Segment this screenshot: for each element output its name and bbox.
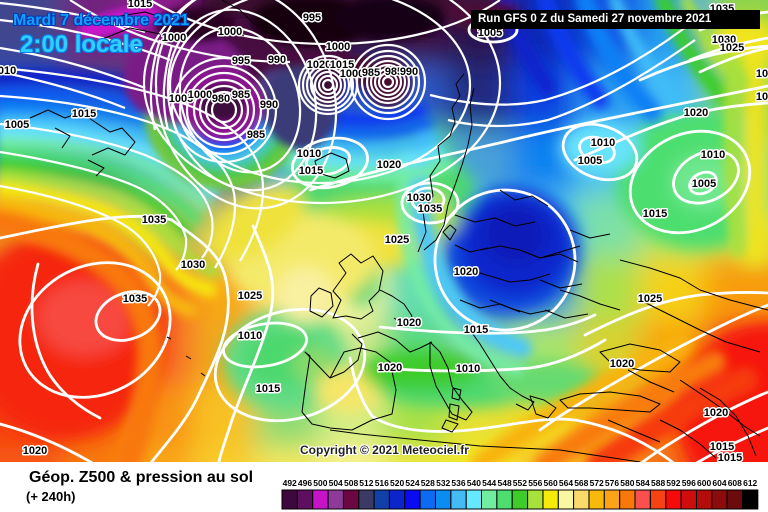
svg-text:1015: 1015 — [128, 0, 152, 10]
svg-text:1015: 1015 — [299, 165, 323, 177]
svg-text:1000: 1000 — [218, 26, 242, 38]
svg-text:1025: 1025 — [720, 42, 744, 54]
svg-text:1015: 1015 — [718, 452, 742, 462]
svg-text:1020: 1020 — [397, 317, 421, 329]
svg-text:512: 512 — [359, 478, 373, 488]
svg-text:540: 540 — [467, 478, 481, 488]
svg-text:580: 580 — [620, 478, 634, 488]
svg-text:10: 10 — [756, 68, 768, 80]
svg-text:1015: 1015 — [643, 208, 667, 220]
svg-text:1025: 1025 — [238, 290, 262, 302]
svg-text:1020: 1020 — [23, 445, 47, 457]
svg-text:1030: 1030 — [407, 192, 431, 204]
svg-text:1000: 1000 — [326, 41, 350, 53]
svg-text:600: 600 — [697, 478, 711, 488]
svg-text:596: 596 — [682, 478, 696, 488]
svg-text:576: 576 — [605, 478, 619, 488]
svg-text:1000: 1000 — [340, 68, 364, 80]
svg-text:1000: 1000 — [162, 32, 186, 44]
svg-text:1010: 1010 — [297, 148, 321, 160]
svg-text:500: 500 — [313, 478, 327, 488]
svg-text:1020: 1020 — [684, 107, 708, 119]
svg-text:1025: 1025 — [638, 293, 662, 305]
svg-text:548: 548 — [498, 478, 512, 488]
svg-text:592: 592 — [666, 478, 680, 488]
svg-text:552: 552 — [513, 478, 527, 488]
svg-text:010: 010 — [0, 65, 16, 77]
svg-text:612: 612 — [743, 478, 757, 488]
svg-text:1005: 1005 — [478, 27, 502, 39]
svg-text:1005: 1005 — [578, 155, 602, 167]
svg-text:10: 10 — [756, 91, 768, 103]
svg-text:556: 556 — [528, 478, 542, 488]
svg-text:492: 492 — [283, 478, 297, 488]
svg-text:520: 520 — [390, 478, 404, 488]
svg-text:536: 536 — [451, 478, 465, 488]
svg-text:1030: 1030 — [712, 34, 736, 46]
svg-text:1000: 1000 — [188, 89, 212, 101]
svg-text:584: 584 — [636, 478, 650, 488]
svg-text:1020: 1020 — [454, 266, 478, 278]
svg-text:608: 608 — [728, 478, 742, 488]
svg-text:1010: 1010 — [238, 330, 262, 342]
svg-text:1035: 1035 — [123, 293, 147, 305]
svg-text:1020: 1020 — [378, 362, 402, 374]
svg-text:985: 985 — [385, 66, 403, 78]
svg-text:1005: 1005 — [169, 93, 193, 105]
svg-text:604: 604 — [712, 478, 726, 488]
svg-text:985: 985 — [362, 67, 380, 79]
svg-text:1020: 1020 — [307, 59, 331, 71]
svg-text:1010: 1010 — [701, 149, 725, 161]
svg-text:572: 572 — [590, 478, 604, 488]
svg-text:990: 990 — [260, 99, 278, 111]
svg-text:990: 990 — [400, 66, 418, 78]
svg-text:990: 990 — [268, 54, 286, 66]
svg-text:1015: 1015 — [330, 59, 354, 71]
svg-text:524: 524 — [405, 478, 419, 488]
svg-text:980: 980 — [212, 93, 230, 105]
svg-text:1005: 1005 — [5, 119, 29, 131]
svg-text:985: 985 — [247, 129, 265, 141]
svg-text:528: 528 — [421, 478, 435, 488]
svg-text:1015: 1015 — [710, 441, 734, 453]
svg-text:560: 560 — [544, 478, 558, 488]
svg-text:508: 508 — [344, 478, 358, 488]
svg-text:1025: 1025 — [385, 234, 409, 246]
svg-text:1010: 1010 — [591, 137, 615, 149]
svg-text:516: 516 — [375, 478, 389, 488]
svg-text:532: 532 — [436, 478, 450, 488]
svg-text:1035: 1035 — [418, 203, 442, 215]
svg-text:564: 564 — [559, 478, 573, 488]
svg-text:1015: 1015 — [464, 324, 488, 336]
svg-text:1005: 1005 — [692, 178, 716, 190]
svg-text:496: 496 — [298, 478, 312, 488]
svg-text:1020: 1020 — [610, 358, 634, 370]
svg-text:504: 504 — [329, 478, 343, 488]
svg-text:995: 995 — [232, 55, 250, 67]
svg-text:995: 995 — [303, 12, 321, 24]
svg-text:1015: 1015 — [256, 383, 280, 395]
svg-text:1020: 1020 — [704, 407, 728, 419]
svg-text:1020: 1020 — [377, 159, 401, 171]
svg-text:568: 568 — [574, 478, 588, 488]
svg-text:985: 985 — [232, 89, 250, 101]
svg-text:1030: 1030 — [181, 259, 205, 271]
svg-text:1010: 1010 — [456, 363, 480, 375]
svg-text:544: 544 — [482, 478, 496, 488]
svg-text:1035: 1035 — [142, 214, 166, 226]
svg-text:1015: 1015 — [72, 108, 96, 120]
svg-text:588: 588 — [651, 478, 665, 488]
